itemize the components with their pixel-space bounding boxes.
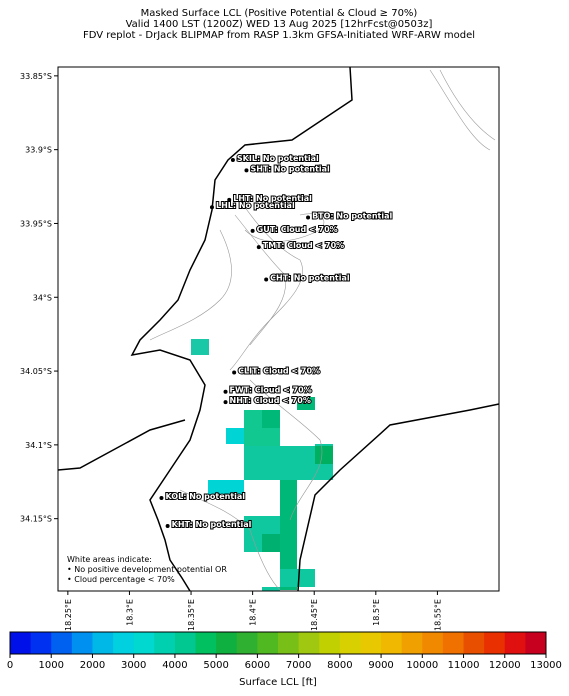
station-label: NHT: Cloud < 70%: [230, 396, 311, 405]
colorbar-swatch: [463, 632, 485, 654]
colorbar-swatch: [113, 632, 135, 654]
colorbar-swatch: [236, 632, 258, 654]
colorbar-tick-label: 0: [7, 660, 13, 671]
colorbar-tick-label: 13000: [530, 660, 562, 671]
colorbar-tick-label: 10000: [406, 660, 438, 671]
station-dot: [306, 215, 311, 220]
colorbar-swatch: [339, 632, 361, 654]
colorbar-tick-label: 11000: [448, 660, 480, 671]
colorbar-tick-label: 5000: [203, 660, 228, 671]
station-dot: [165, 524, 170, 529]
y-tick-label: 34.1°S: [25, 441, 52, 450]
title: Masked Surface LCL (Positive Potential &…: [83, 8, 475, 41]
masked-cells: [191, 339, 333, 591]
colorbar-frame: [9, 631, 547, 655]
colorbar-tick-label: 6000: [245, 660, 270, 671]
colorbar-tick-label: 7000: [286, 660, 311, 671]
y-tick-label: 34°S: [33, 293, 52, 302]
station-label: LHL: No potential: [216, 201, 295, 210]
y-tick-label: 34.15°S: [20, 515, 52, 524]
station-label: LHT: No potential: [233, 194, 312, 203]
station-dot: [209, 205, 214, 210]
title-line: Masked Surface LCL (Positive Potential &…: [141, 8, 418, 19]
station-label: CHT: No potential: [270, 274, 350, 283]
colorbar-swatch: [319, 632, 341, 654]
x-tick-label: 18.25°E: [64, 599, 73, 631]
colorbar-swatch: [92, 632, 114, 654]
colorbar-swatch: [174, 632, 197, 654]
station-label: GUT: Cloud < 70%: [257, 225, 338, 234]
colorbar-swatch: [71, 632, 93, 654]
x-tick-label: 18.55°E: [433, 599, 442, 631]
colorbar-swatch: [442, 632, 465, 654]
note-line: White areas indicate:: [67, 555, 152, 564]
station-label: TMT: Cloud < 70%: [263, 241, 344, 250]
station-label: FWT: Cloud < 70%: [230, 386, 312, 395]
colorbar-swatch: [360, 632, 382, 654]
station-dot: [227, 197, 232, 202]
station-label: BTO: No potential: [312, 212, 392, 221]
note-line: • No positive development potential OR: [67, 565, 227, 574]
colorbar-swatch: [216, 632, 238, 654]
station-label: KHT: No potential: [172, 520, 252, 529]
colorbar-tick-label: 8000: [327, 660, 352, 671]
contours: [149, 69, 496, 591]
y-tick-label: 33.85°S: [20, 72, 52, 81]
map-frame: [57, 66, 500, 592]
station-dot: [223, 389, 228, 394]
colorbar-swatch: [401, 632, 423, 654]
y-tick-label: 33.95°S: [20, 219, 52, 228]
colorbar-swatch: [278, 632, 300, 654]
x-tick-label: 18.3°E: [125, 599, 134, 626]
colorbar-swatch: [195, 632, 217, 654]
station-dot: [264, 277, 269, 282]
station-dot: [232, 370, 237, 375]
note-line: • Cloud percentage < 70%: [67, 575, 175, 584]
colorbar-tick-label: 2000: [80, 660, 105, 671]
colorbar-swatch: [504, 632, 526, 654]
y-tick-label: 34.05°S: [20, 367, 52, 376]
colorbar: 0 1000 2000 3000 4000 5000 6000 7000 8000 9000 100…: [7, 631, 562, 688]
station-label: SKIL: No potential: [237, 154, 319, 163]
station-dot: [159, 496, 164, 501]
x-tick-label: 18.5°E: [372, 599, 381, 626]
x-tick-label: 18.4°E: [249, 599, 258, 626]
colorbar-swatch: [298, 632, 320, 654]
station-dot: [250, 228, 255, 233]
x-tick-label: 18.45°E: [310, 599, 319, 631]
colorbar-tick-label: 1000: [39, 660, 64, 671]
colorbar-swatch: [10, 632, 32, 654]
station-dot: [256, 245, 261, 250]
station-label: CLIT: Cloud < 70%: [238, 367, 320, 376]
colorbar-swatch: [154, 632, 176, 654]
station-dot: [223, 400, 228, 405]
colorbar-tick-label: 12000: [489, 660, 521, 671]
colorbar-swatch: [133, 632, 155, 654]
colorbar-tick-label: 3000: [121, 660, 146, 671]
station-dot: [230, 157, 235, 162]
colorbar-label: Surface LCL [ft]: [239, 677, 317, 688]
colorbar-swatch: [525, 632, 547, 654]
colorbar-swatch: [422, 632, 444, 654]
station-label: SHT: No potential: [250, 164, 330, 173]
x-tick-label: 18.35°E: [187, 599, 196, 631]
colorbar-swatch: [51, 632, 73, 654]
coastline: [57, 66, 500, 592]
map-layer: 33.85°S 33.9°S 33.95°S 34°S 34.05°S 34.1°S 34.…: [20, 72, 442, 631]
colorbar-swatch: [381, 632, 403, 654]
title-line: FDV replot - DrJack BLIPMAP from RASP 1.…: [83, 30, 475, 41]
colorbar-swatch: [30, 632, 52, 654]
colorbar-tick-label: 4000: [162, 660, 187, 671]
colorbar-swatch: [257, 632, 279, 654]
colorbar-swatch: [484, 632, 506, 654]
colorbar-tick-label: 9000: [368, 660, 393, 671]
y-tick-label: 33.9°S: [25, 146, 52, 155]
title-line: Valid 1400 LST (1200Z) WED 13 Aug 2025 […: [126, 19, 433, 30]
station-dot: [244, 168, 249, 173]
station-label: KOL: No potential: [165, 492, 245, 501]
